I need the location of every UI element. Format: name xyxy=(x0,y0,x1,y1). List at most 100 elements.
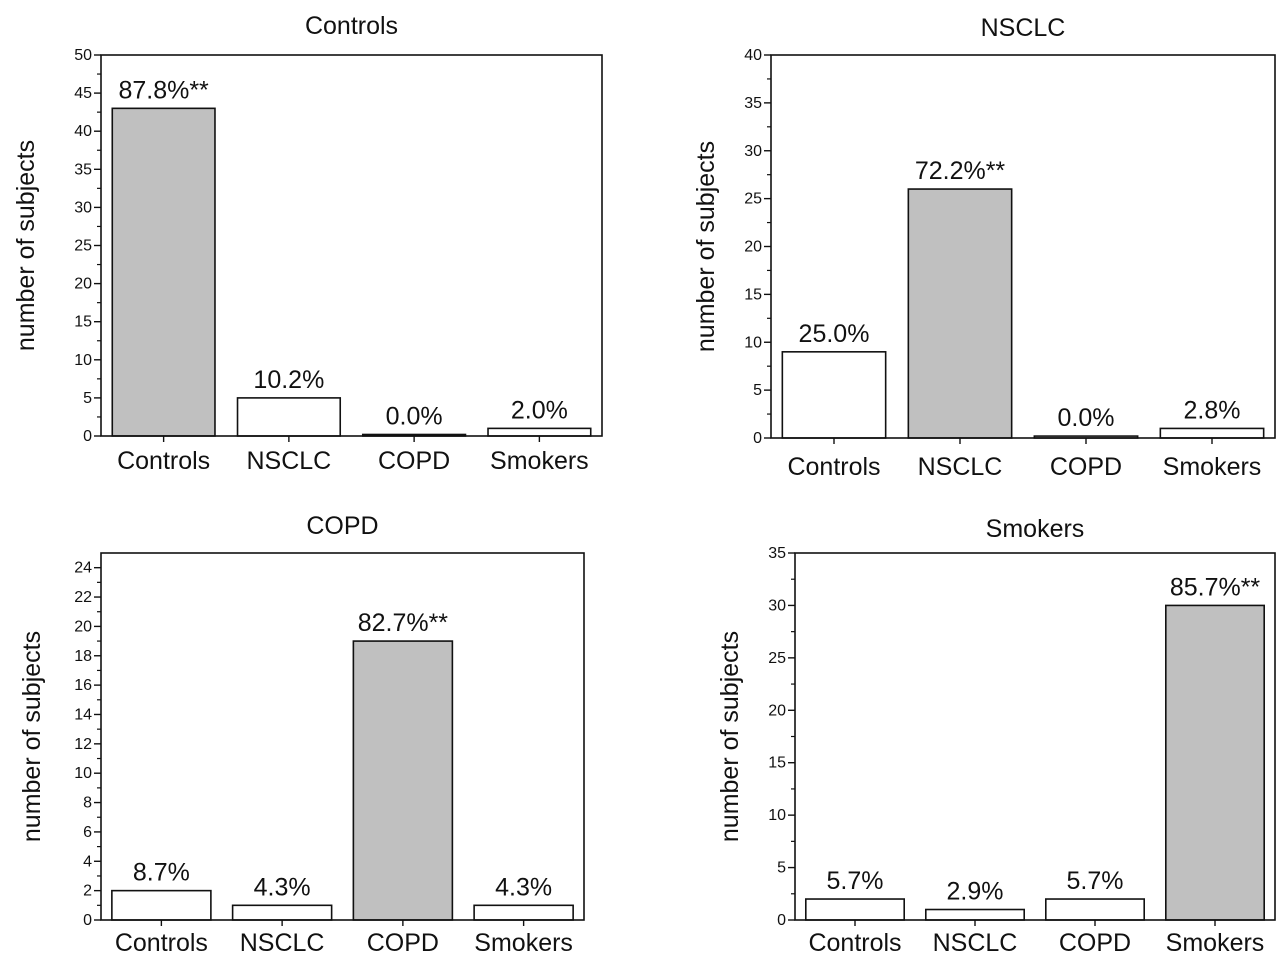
data-label: 0.0% xyxy=(386,402,443,430)
y-tick-label: 2 xyxy=(83,883,92,900)
data-label: 10.2% xyxy=(253,366,324,394)
x-tick-label: Controls xyxy=(787,453,880,481)
bar-nsclc xyxy=(231,904,333,921)
bar-nsclc xyxy=(924,908,1025,921)
y-tick-label: 40 xyxy=(744,47,762,64)
x-tick-label: Controls xyxy=(808,929,901,956)
y-tick-label: 10 xyxy=(74,352,92,369)
chart-panel-0: Controls number of subjects 87.8%** Control… xyxy=(12,12,603,475)
y-tick-label: 0 xyxy=(753,430,762,447)
y-tick-label: 35 xyxy=(744,95,762,112)
data-label: 0.0% xyxy=(1058,404,1115,432)
y-tick-label: 20 xyxy=(74,276,92,293)
y-tick-label: 4 xyxy=(83,853,92,870)
y-tick-label: 45 xyxy=(74,85,92,102)
y-tick-label: 25 xyxy=(74,238,92,255)
x-tick-label: Controls xyxy=(117,447,210,475)
y-tick-label: 30 xyxy=(744,143,762,160)
y-tick-label: 0 xyxy=(83,428,92,445)
data-label: 4.3% xyxy=(254,873,311,901)
bar-controls xyxy=(781,351,887,439)
y-tick-label: 8 xyxy=(83,795,92,812)
y-tick-label: 24 xyxy=(74,560,92,577)
bar-controls xyxy=(111,889,212,921)
x-tick-label: COPD xyxy=(378,447,450,475)
y-tick-label: 0 xyxy=(83,912,92,929)
data-label: 85.7%** xyxy=(1170,573,1261,601)
bar-controls xyxy=(804,898,905,921)
y-tick-label: 10 xyxy=(744,334,762,351)
y-tick-label: 16 xyxy=(74,677,92,694)
y-tick-label: 0 xyxy=(777,912,786,929)
data-label: 87.8%** xyxy=(118,76,209,104)
y-tick-label: 5 xyxy=(753,382,762,399)
y-tick-label: 10 xyxy=(768,807,786,824)
data-label: 2.0% xyxy=(511,396,568,424)
y-tick-label: 12 xyxy=(74,736,92,753)
x-tick-label: NSCLC xyxy=(247,447,332,475)
bar-copd xyxy=(1045,898,1146,921)
chart-title: Smokers xyxy=(986,515,1085,543)
y-axis-label: number of subjects xyxy=(12,140,40,351)
y-tick-label: 30 xyxy=(74,199,92,216)
data-label: 2.8% xyxy=(1184,396,1241,424)
y-tick-label: 25 xyxy=(744,191,762,208)
y-tick-label: 15 xyxy=(744,286,762,303)
y-tick-label: 50 xyxy=(74,47,92,64)
y-tick-label: 40 xyxy=(74,123,92,140)
bar-smokers xyxy=(487,427,592,437)
data-label: 72.2%** xyxy=(915,157,1006,185)
plot-frame xyxy=(100,552,585,921)
y-axis-label: number of subjects xyxy=(716,631,744,842)
bar-nsclc xyxy=(907,188,1013,439)
y-tick-label: 18 xyxy=(74,648,92,665)
y-tick-label: 5 xyxy=(83,390,92,407)
y-tick-label: 20 xyxy=(74,618,92,635)
y-tick-label: 30 xyxy=(768,597,786,614)
data-label: 5.7% xyxy=(1067,867,1124,895)
x-tick-label: NSCLC xyxy=(240,929,325,956)
x-tick-label: NSCLC xyxy=(933,929,1018,956)
y-tick-label: 6 xyxy=(83,824,92,841)
bar-smokers xyxy=(1165,604,1266,921)
y-tick-label: 10 xyxy=(74,765,92,782)
y-tick-label: 35 xyxy=(768,545,786,562)
x-tick-label: Controls xyxy=(115,929,208,956)
chart-title: Controls xyxy=(305,12,398,40)
bar-smokers xyxy=(1159,427,1265,439)
chart-title: COPD xyxy=(306,512,378,540)
chart-panel-2: COPD number of subjects 8.7% Controls 4.3% NS… xyxy=(18,512,585,956)
data-label: 82.7%** xyxy=(358,609,449,637)
x-tick-label: COPD xyxy=(1059,929,1131,956)
x-tick-label: NSCLC xyxy=(918,453,1003,481)
chart-panel-1: NSCLC number of subjects 25.0% Controls 72.2… xyxy=(692,14,1276,481)
x-tick-label: COPD xyxy=(367,929,439,956)
y-tick-label: 5 xyxy=(777,860,786,877)
y-tick-label: 15 xyxy=(74,314,92,331)
x-tick-label: COPD xyxy=(1050,453,1122,481)
y-tick-label: 15 xyxy=(768,755,786,772)
data-label: 5.7% xyxy=(827,867,884,895)
y-tick-label: 20 xyxy=(744,239,762,256)
y-tick-label: 22 xyxy=(74,589,92,606)
bar-copd xyxy=(352,640,454,921)
bar-smokers xyxy=(473,904,574,921)
data-label: 25.0% xyxy=(799,320,870,348)
x-tick-label: Smokers xyxy=(490,447,589,475)
y-tick-label: 20 xyxy=(768,702,786,719)
data-label: 2.9% xyxy=(947,878,1004,906)
y-tick-label: 25 xyxy=(768,650,786,667)
x-tick-label: Smokers xyxy=(1163,453,1262,481)
y-axis-label: number of subjects xyxy=(692,141,720,352)
bar-controls xyxy=(111,107,216,437)
y-axis-label: number of subjects xyxy=(18,631,46,842)
data-label: 4.3% xyxy=(495,873,552,901)
bar-nsclc xyxy=(236,397,342,437)
data-label: 8.7% xyxy=(133,859,190,887)
x-tick-label: Smokers xyxy=(474,929,573,956)
y-tick-label: 14 xyxy=(74,706,92,723)
chart-panel-3: Smokers number of subjects 5.7% Controls 2.9… xyxy=(716,515,1276,956)
x-tick-label: Smokers xyxy=(1166,929,1265,956)
y-tick-label: 35 xyxy=(74,161,92,178)
